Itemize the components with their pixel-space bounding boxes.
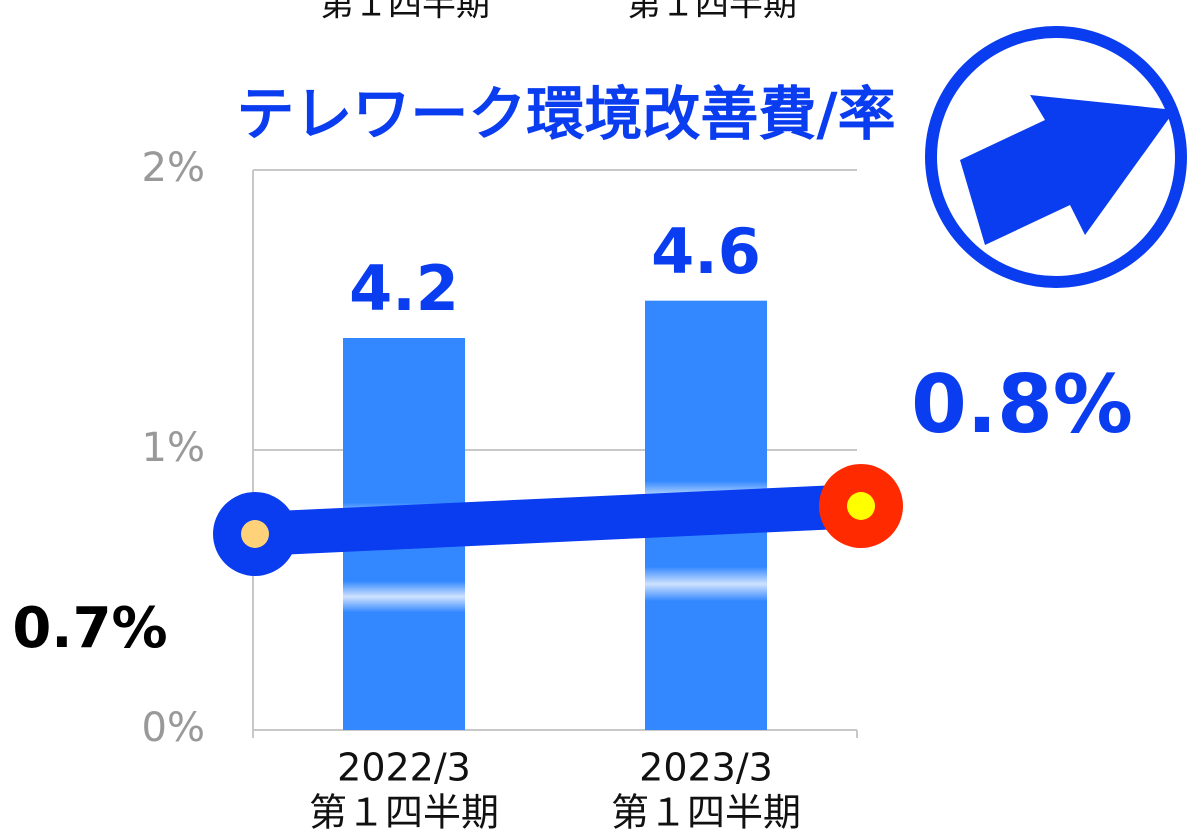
line-value-label: 0.7% xyxy=(12,596,167,661)
icon-arrow xyxy=(960,95,1175,245)
x-tick-label: 2023/3 xyxy=(639,746,773,790)
x-tick-label: 第１四半期 xyxy=(309,791,499,833)
y-tick-label: 0% xyxy=(142,705,205,751)
y-tick-label: 2% xyxy=(142,145,205,191)
line-marker-center xyxy=(847,492,875,520)
trend-icon xyxy=(925,26,1187,288)
line xyxy=(253,484,863,556)
x-tick-label: 2022/3 xyxy=(337,746,471,790)
annotation: 第１四半期 xyxy=(320,0,490,25)
y-tick-label: 1% xyxy=(142,425,205,471)
annotation: 第１四半期 xyxy=(627,0,797,25)
line-value-label: 0.8% xyxy=(911,358,1133,451)
icon-ring xyxy=(925,26,1187,288)
bar-value-label: 4.6 xyxy=(651,215,761,288)
x-tick-label: 第１四半期 xyxy=(611,791,801,833)
line-marker-center xyxy=(241,520,269,548)
chart-title: テレワーク環境改善費/率 xyxy=(236,80,895,148)
bar-value-label: 4.2 xyxy=(349,252,459,325)
